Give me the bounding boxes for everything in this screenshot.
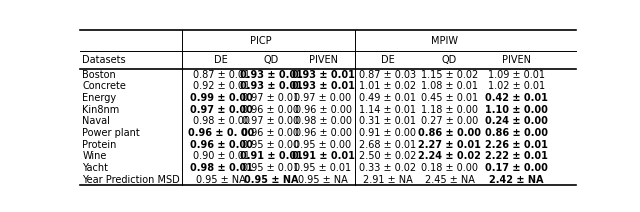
Text: 0.96 ± 0.00: 0.96 ± 0.00 bbox=[294, 105, 351, 114]
Text: 0.93 ± 0.01: 0.93 ± 0.01 bbox=[292, 70, 355, 80]
Text: 0.86 ± 0.00: 0.86 ± 0.00 bbox=[485, 128, 548, 138]
Text: 0.45 ± 0.01: 0.45 ± 0.01 bbox=[421, 93, 478, 103]
Text: 0.91 ± 0.01: 0.91 ± 0.01 bbox=[292, 151, 355, 161]
Text: Boston: Boston bbox=[83, 70, 116, 80]
Text: 0.93 ± 0.01: 0.93 ± 0.01 bbox=[239, 70, 302, 80]
Text: 0.95 ± NA: 0.95 ± NA bbox=[298, 174, 348, 185]
Text: MPIW: MPIW bbox=[431, 36, 458, 46]
Text: 2.45 ± NA: 2.45 ± NA bbox=[424, 174, 474, 185]
Text: 0.91 ± 0.01: 0.91 ± 0.01 bbox=[239, 151, 302, 161]
Text: 0.97 ± 0.01: 0.97 ± 0.01 bbox=[243, 93, 300, 103]
Text: 0.96 ± 0. 00: 0.96 ± 0. 00 bbox=[188, 128, 255, 138]
Text: 0.95 ± 0.00: 0.95 ± 0.00 bbox=[294, 139, 351, 149]
Text: 0.98 ± 0.00: 0.98 ± 0.00 bbox=[193, 116, 250, 126]
Text: QD: QD bbox=[442, 55, 457, 65]
Text: 0.97 ± 0.00: 0.97 ± 0.00 bbox=[243, 116, 300, 126]
Text: Yacht: Yacht bbox=[83, 163, 109, 173]
Text: Power plant: Power plant bbox=[83, 128, 140, 138]
Text: 0.93 ± 0.01: 0.93 ± 0.01 bbox=[239, 81, 302, 91]
Text: 1.10 ± 0.00: 1.10 ± 0.00 bbox=[485, 105, 548, 114]
Text: 0.42 ± 0.01: 0.42 ± 0.01 bbox=[485, 93, 548, 103]
Text: 2.91 ± NA: 2.91 ± NA bbox=[363, 174, 412, 185]
Text: 0.96 ± 0.00: 0.96 ± 0.00 bbox=[190, 139, 253, 149]
Text: QD: QD bbox=[263, 55, 278, 65]
Text: PICP: PICP bbox=[250, 36, 272, 46]
Text: DE: DE bbox=[214, 55, 228, 65]
Text: 2.42 ± NA: 2.42 ± NA bbox=[489, 174, 544, 185]
Text: 0.98 ± 0.00: 0.98 ± 0.00 bbox=[294, 116, 351, 126]
Text: 0.98 ± 0.01: 0.98 ± 0.01 bbox=[190, 163, 253, 173]
Text: 2.27 ± 0.01: 2.27 ± 0.01 bbox=[418, 139, 481, 149]
Text: 1.02 ± 0.01: 1.02 ± 0.01 bbox=[488, 81, 545, 91]
Text: 0.93 ± 0.01: 0.93 ± 0.01 bbox=[292, 81, 355, 91]
Text: 0.99 ± 0.00: 0.99 ± 0.00 bbox=[190, 93, 253, 103]
Text: 0.27 ± 0.00: 0.27 ± 0.00 bbox=[421, 116, 478, 126]
Text: 1.08 ± 0.01: 1.08 ± 0.01 bbox=[421, 81, 478, 91]
Text: 1.15 ± 0.02: 1.15 ± 0.02 bbox=[421, 70, 478, 80]
Text: 0.92 ± 0.01: 0.92 ± 0.01 bbox=[193, 81, 250, 91]
Text: 1.09 ± 0.01: 1.09 ± 0.01 bbox=[488, 70, 545, 80]
Text: 0.49 ± 0.01: 0.49 ± 0.01 bbox=[359, 93, 416, 103]
Text: Wine: Wine bbox=[83, 151, 107, 161]
Text: Energy: Energy bbox=[83, 93, 116, 103]
Text: 0.33 ± 0.02: 0.33 ± 0.02 bbox=[359, 163, 416, 173]
Text: 0.17 ± 0.00: 0.17 ± 0.00 bbox=[485, 163, 548, 173]
Text: 2.68 ± 0.01: 2.68 ± 0.01 bbox=[359, 139, 416, 149]
Text: Kin8nm: Kin8nm bbox=[83, 105, 120, 114]
Text: DE: DE bbox=[381, 55, 394, 65]
Text: 0.91 ± 0.00: 0.91 ± 0.00 bbox=[359, 128, 416, 138]
Text: 0.96 ± 0.00: 0.96 ± 0.00 bbox=[243, 128, 300, 138]
Text: 0.96 ± 0.00: 0.96 ± 0.00 bbox=[243, 105, 300, 114]
Text: 0.31 ± 0.01: 0.31 ± 0.01 bbox=[359, 116, 416, 126]
Text: 1.18 ± 0.00: 1.18 ± 0.00 bbox=[421, 105, 478, 114]
Text: Protein: Protein bbox=[83, 139, 117, 149]
Text: Concrete: Concrete bbox=[83, 81, 126, 91]
Text: 0.95 ± NA: 0.95 ± NA bbox=[196, 174, 246, 185]
Text: 0.96 ± 0.00: 0.96 ± 0.00 bbox=[294, 128, 351, 138]
Text: 0.95 ± 0.01: 0.95 ± 0.01 bbox=[243, 163, 300, 173]
Text: 0.87 ± 0.01: 0.87 ± 0.01 bbox=[193, 70, 250, 80]
Text: 0.18 ± 0.00: 0.18 ± 0.00 bbox=[421, 163, 478, 173]
Text: 0.97 ± 0.00: 0.97 ± 0.00 bbox=[294, 93, 351, 103]
Text: 0.86 ± 0.00: 0.86 ± 0.00 bbox=[418, 128, 481, 138]
Text: 2.22 ± 0.01: 2.22 ± 0.01 bbox=[485, 151, 548, 161]
Text: 0.95 ± NA: 0.95 ± NA bbox=[244, 174, 298, 185]
Text: 0.90 ± 0.01: 0.90 ± 0.01 bbox=[193, 151, 250, 161]
Text: 0.95 ± 0.01: 0.95 ± 0.01 bbox=[294, 163, 351, 173]
Text: Naval: Naval bbox=[83, 116, 110, 126]
Text: 2.50 ± 0.02: 2.50 ± 0.02 bbox=[359, 151, 416, 161]
Text: PIVEN: PIVEN bbox=[308, 55, 337, 65]
Text: 0.95 ± 0.00: 0.95 ± 0.00 bbox=[243, 139, 300, 149]
Text: 0.87 ± 0.03: 0.87 ± 0.03 bbox=[359, 70, 416, 80]
Text: Datasets: Datasets bbox=[83, 55, 126, 65]
Text: 2.26 ± 0.01: 2.26 ± 0.01 bbox=[485, 139, 548, 149]
Text: 0.97 ± 0.00: 0.97 ± 0.00 bbox=[190, 105, 253, 114]
Text: 2.24 ± 0.02: 2.24 ± 0.02 bbox=[418, 151, 481, 161]
Text: 0.24 ± 0.00: 0.24 ± 0.00 bbox=[485, 116, 548, 126]
Text: 1.14 ± 0.01: 1.14 ± 0.01 bbox=[359, 105, 416, 114]
Text: 1.01 ± 0.02: 1.01 ± 0.02 bbox=[359, 81, 416, 91]
Text: PIVEN: PIVEN bbox=[502, 55, 531, 65]
Text: Year Prediction MSD: Year Prediction MSD bbox=[83, 174, 180, 185]
